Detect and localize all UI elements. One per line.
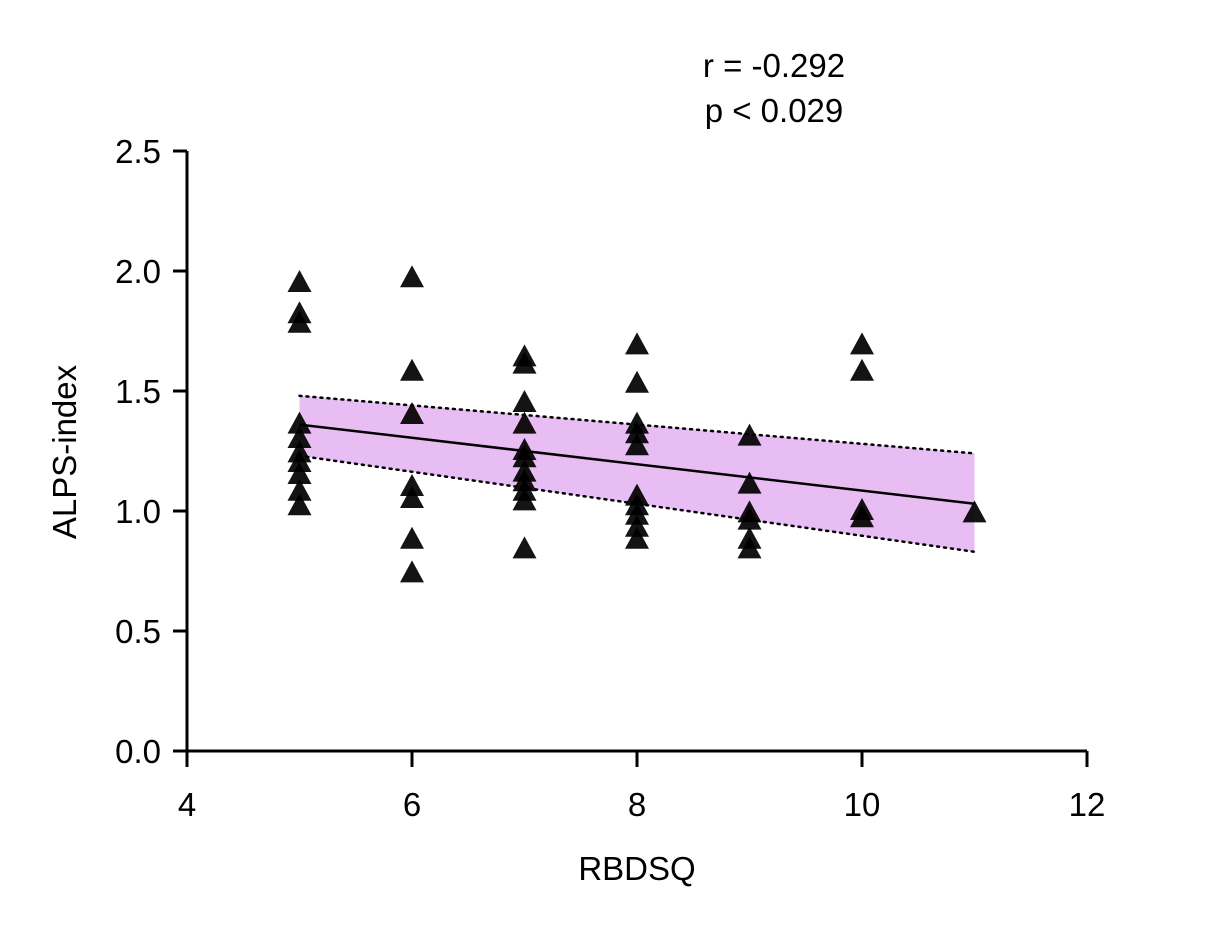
- p-annotation: p < 0.029: [705, 92, 844, 129]
- points-layer: [287, 265, 987, 583]
- data-point: [962, 500, 987, 523]
- data-point: [850, 358, 874, 381]
- y-tick-label: 0.5: [115, 613, 161, 650]
- data-point: [737, 507, 762, 530]
- data-point: [400, 486, 424, 508]
- x-axis-title: RBDSQ: [578, 850, 695, 887]
- data-point: [850, 505, 874, 528]
- data-point: [625, 514, 649, 537]
- data-point: [287, 493, 312, 516]
- data-point: [625, 502, 649, 525]
- data-point: [625, 421, 649, 444]
- data-point: [850, 332, 874, 355]
- data-point: [400, 402, 424, 424]
- data-point: [737, 471, 762, 494]
- data-point: [737, 423, 762, 446]
- data-point: [400, 474, 424, 496]
- data-point: [400, 358, 424, 381]
- confidence-band: [299, 395, 975, 552]
- y-tick-label: 1.5: [115, 373, 161, 410]
- data-point: [512, 536, 537, 559]
- x-tick-label: 10: [844, 786, 881, 823]
- data-point: [512, 351, 537, 374]
- data-point: [400, 265, 424, 288]
- data-point: [625, 526, 649, 549]
- lower-confidence-line: [298, 454, 976, 554]
- data-point: [625, 332, 649, 355]
- data-point: [512, 390, 537, 412]
- y-axis-title: ALPS-index: [46, 364, 83, 539]
- x-tick-label: 12: [1069, 786, 1106, 823]
- y-tick-label: 0.0: [115, 733, 161, 770]
- data-point: [400, 560, 424, 583]
- y-tick-label: 2.0: [115, 253, 161, 290]
- data-point: [512, 411, 537, 434]
- y-tick-label: 2.5: [115, 133, 161, 170]
- data-point: [625, 370, 649, 393]
- r-annotation: r = -0.292: [703, 47, 845, 84]
- x-tick-label: 4: [178, 786, 196, 823]
- data-point: [287, 270, 312, 292]
- x-tick-label: 8: [628, 786, 646, 823]
- data-point: [625, 433, 649, 456]
- axes-layer: 0.0 0.5 1.0 1.5 2.0 2.5 4 6 8 10 12: [115, 133, 1105, 823]
- data-point: [287, 310, 312, 333]
- data-point: [287, 462, 312, 484]
- data-point: [287, 450, 312, 472]
- regression-line-layer: [299, 423, 975, 506]
- data-point: [287, 426, 312, 448]
- data-point: [737, 536, 762, 559]
- data-point: [287, 478, 312, 501]
- data-point: [512, 445, 537, 468]
- data-point: [400, 526, 424, 549]
- x-tick-label: 6: [403, 786, 421, 823]
- data-point: [287, 411, 312, 434]
- regression-line: [299, 423, 975, 506]
- y-tick-label: 1.0: [115, 493, 161, 530]
- data-point: [512, 488, 537, 511]
